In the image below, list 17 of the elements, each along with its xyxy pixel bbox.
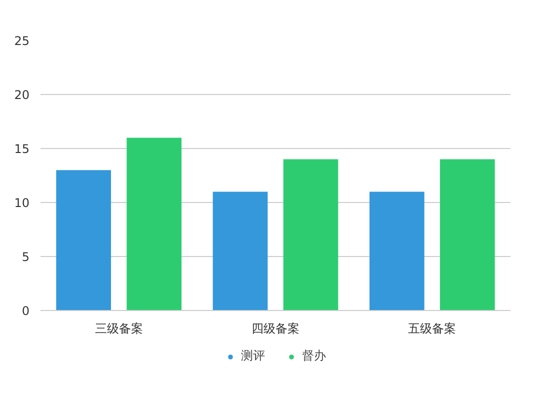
bar: [370, 192, 424, 310]
x-tick-label: 四级备案: [252, 322, 300, 336]
bar: [212, 192, 268, 310]
legend-label: 测评: [241, 348, 265, 364]
y-tick-label: 25: [14, 34, 30, 48]
y-tick-label: 15: [14, 142, 30, 156]
y-tick-label: 10: [14, 196, 30, 210]
y-tick-label: 0: [22, 304, 30, 318]
y-tick-label: 20: [14, 88, 30, 102]
x-tick-label: 三级备案: [94, 322, 143, 336]
bar: [56, 170, 111, 310]
legend-label: 督办: [302, 348, 326, 364]
y-tick-label: 5: [22, 250, 30, 264]
x-tick-label: 五级备案: [408, 322, 456, 336]
bar: [440, 159, 495, 310]
bar: [283, 159, 338, 310]
bar: [126, 138, 182, 310]
